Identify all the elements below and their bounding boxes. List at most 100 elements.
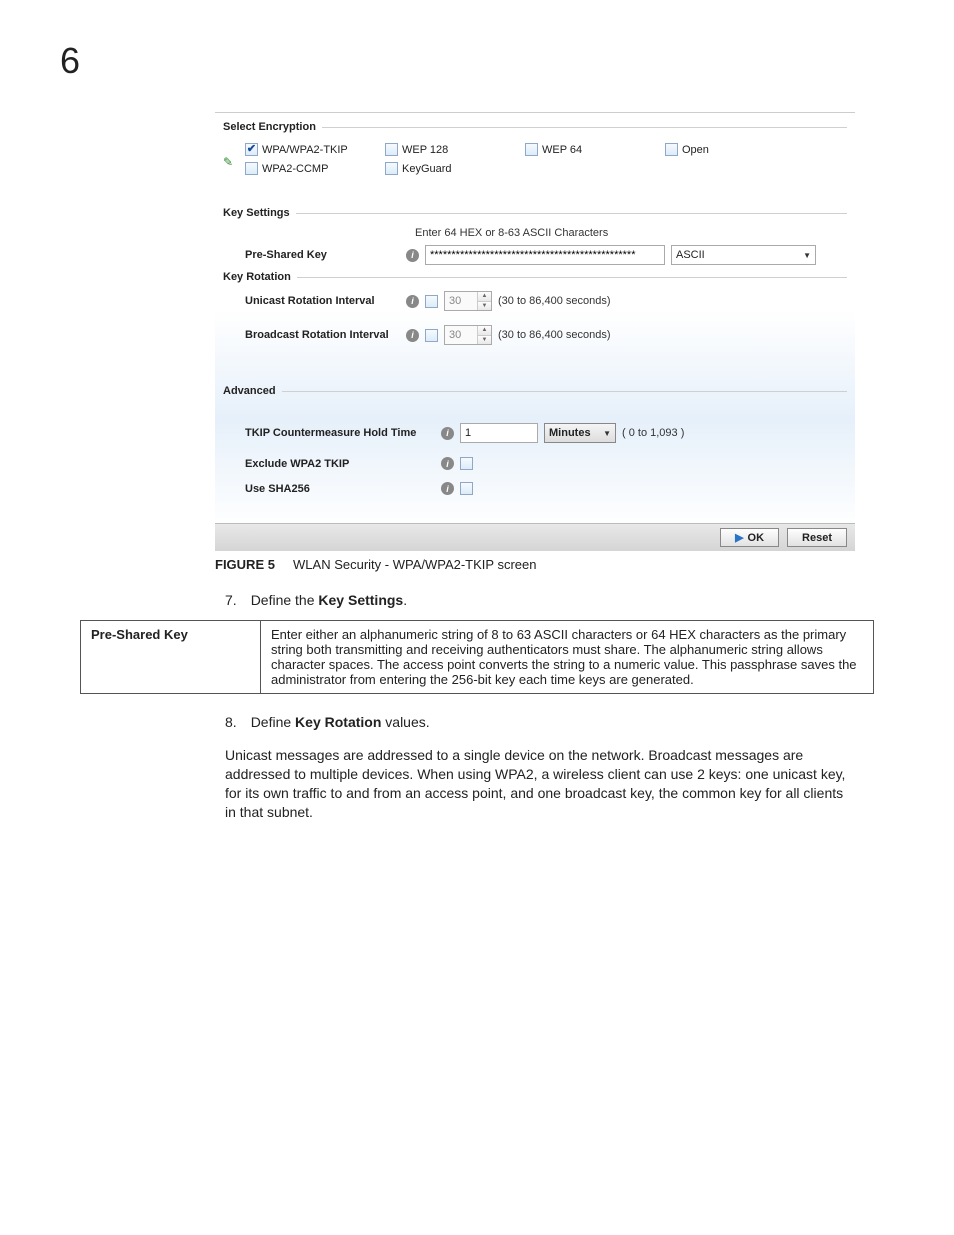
exclude-tkip-row: Exclude WPA2 TKIP i <box>215 447 855 474</box>
broadcast-row: Broadcast Rotation Interval i ▲▼ (30 to … <box>215 315 855 349</box>
divider <box>297 277 847 278</box>
use-sha256-checkbox[interactable] <box>460 482 473 495</box>
checkbox-label: Open <box>682 144 709 156</box>
key-settings-title: Key Settings <box>223 207 290 219</box>
unicast-range: (30 to 86,400 seconds) <box>498 295 611 307</box>
spinner-buttons[interactable]: ▲▼ <box>477 292 491 310</box>
step-text: Define Key Rotation values. <box>251 714 430 730</box>
ok-button[interactable]: ▶ OK <box>720 528 779 547</box>
step-suffix: . <box>403 592 407 608</box>
step-number: 8. <box>225 714 237 730</box>
checkbox-icon <box>245 143 258 156</box>
dialog-footer: ▶ OK Reset <box>215 523 855 551</box>
page-number: 6 <box>60 40 894 82</box>
spinner-up-icon[interactable]: ▲ <box>478 292 491 302</box>
step-8: 8. Define Key Rotation values. <box>225 694 894 742</box>
use-sha256-row: Use SHA256 i <box>215 474 855 505</box>
broadcast-value-input[interactable] <box>445 326 477 344</box>
select-encryption-title: Select Encryption <box>223 121 316 133</box>
unicast-row: Unicast Rotation Interval i ▲▼ (30 to 86… <box>215 287 855 315</box>
checkbox-wpa2-ccmp[interactable]: WPA2-CCMP <box>245 162 385 175</box>
spinner-buttons[interactable]: ▲▼ <box>477 326 491 344</box>
divider <box>282 391 847 392</box>
key-rotation-header: Key Rotation <box>215 269 855 287</box>
step-7: 7. Define the Key Settings. <box>225 592 894 620</box>
table-header-cell: Pre-Shared Key <box>81 621 261 694</box>
step-prefix: Define <box>251 714 295 730</box>
exclude-tkip-checkbox[interactable] <box>460 457 473 470</box>
checkbox-keyguard[interactable]: KeyGuard <box>385 162 525 175</box>
step-8-paragraph: Unicast messages are addressed to a sing… <box>225 742 854 822</box>
table-body-cell: Enter either an alphanumeric string of 8… <box>261 621 874 694</box>
info-icon[interactable]: i <box>406 249 419 262</box>
checkbox-icon <box>385 143 398 156</box>
checkbox-label: WEP 64 <box>542 144 582 156</box>
checkbox-label: KeyGuard <box>402 163 452 175</box>
broadcast-enable-checkbox[interactable] <box>425 329 438 342</box>
psk-description-table: Pre-Shared Key Enter either an alphanume… <box>80 620 874 694</box>
divider <box>296 213 847 214</box>
step-prefix: Define the <box>251 592 319 608</box>
tkip-hold-spinner[interactable] <box>460 423 538 443</box>
checkbox-label: WEP 128 <box>402 144 448 156</box>
figure-caption: FIGURE 5 WLAN Security - WPA/WPA2-TKIP s… <box>215 551 894 592</box>
chevron-down-icon: ▼ <box>803 251 811 260</box>
psk-format-value: ASCII <box>676 249 705 261</box>
psk-label: Pre-Shared Key <box>245 249 400 261</box>
broadcast-spinner[interactable]: ▲▼ <box>444 325 492 345</box>
use-sha256-label: Use SHA256 <box>245 483 435 495</box>
ok-icon: ▶ <box>735 531 743 544</box>
unicast-label: Unicast Rotation Interval <box>245 295 400 307</box>
tkip-hold-row: TKIP Countermeasure Hold Time i Minutes … <box>215 419 855 447</box>
checkbox-wep128[interactable]: WEP 128 <box>385 143 525 156</box>
tkip-hold-input[interactable] <box>461 424 521 442</box>
checkbox-label: WPA/WPA2-TKIP <box>262 144 348 156</box>
checkbox-open[interactable]: Open <box>665 143 805 156</box>
tkip-unit-value: Minutes <box>549 427 591 439</box>
unicast-value-input[interactable] <box>445 292 477 310</box>
info-icon[interactable]: i <box>406 295 419 308</box>
step-bold: Key Rotation <box>295 714 381 730</box>
info-icon[interactable]: i <box>406 329 419 342</box>
tkip-unit-select[interactable]: Minutes ▼ <box>544 423 616 443</box>
unicast-enable-checkbox[interactable] <box>425 295 438 308</box>
tkip-range: ( 0 to 1,093 ) <box>622 427 684 439</box>
key-rotation-title: Key Rotation <box>223 271 291 283</box>
spinner-up-icon[interactable]: ▲ <box>478 326 491 336</box>
info-icon[interactable]: i <box>441 457 454 470</box>
key-settings-header: Key Settings <box>215 199 855 223</box>
checkbox-icon <box>665 143 678 156</box>
ok-button-label: OK <box>748 532 765 544</box>
spinner-down-icon[interactable]: ▼ <box>478 302 491 311</box>
divider <box>322 127 847 128</box>
psk-row: Pre-Shared Key i ASCII ▼ <box>215 241 855 269</box>
info-icon[interactable]: i <box>441 482 454 495</box>
psk-input[interactable] <box>425 245 665 265</box>
figure-text: WLAN Security - WPA/WPA2-TKIP screen <box>293 557 536 572</box>
edit-icon[interactable]: ✎ <box>223 155 233 169</box>
broadcast-range: (30 to 86,400 seconds) <box>498 329 611 341</box>
figure-label: FIGURE 5 <box>215 557 275 572</box>
tkip-hold-label: TKIP Countermeasure Hold Time <box>245 427 435 439</box>
step-text: Define the Key Settings. <box>251 592 407 608</box>
checkbox-icon <box>525 143 538 156</box>
unicast-spinner[interactable]: ▲▼ <box>444 291 492 311</box>
chevron-down-icon: ▼ <box>603 429 611 438</box>
advanced-header: Advanced <box>215 377 855 401</box>
checkbox-wep64[interactable]: WEP 64 <box>525 143 665 156</box>
encryption-options-row: ✎ WPA/WPA2-TKIP WPA2-CCMP WEP 128 KeyGua… <box>215 137 855 181</box>
select-encryption-header: Select Encryption <box>215 113 855 137</box>
checkbox-icon <box>385 162 398 175</box>
info-icon[interactable]: i <box>441 427 454 440</box>
checkbox-wpa-tkip[interactable]: WPA/WPA2-TKIP <box>245 143 385 156</box>
psk-format-select[interactable]: ASCII ▼ <box>671 245 816 265</box>
step-number: 7. <box>225 592 237 608</box>
step-bold: Key Settings <box>318 592 403 608</box>
psk-helper-text: Enter 64 HEX or 8-63 ASCII Characters <box>215 223 855 241</box>
reset-button[interactable]: Reset <box>787 528 847 547</box>
checkbox-icon <box>245 162 258 175</box>
wlan-security-screenshot: Select Encryption ✎ WPA/WPA2-TKIP WPA2-C… <box>215 112 855 551</box>
broadcast-label: Broadcast Rotation Interval <box>245 329 400 341</box>
checkbox-label: WPA2-CCMP <box>262 163 328 175</box>
spinner-down-icon[interactable]: ▼ <box>478 336 491 345</box>
